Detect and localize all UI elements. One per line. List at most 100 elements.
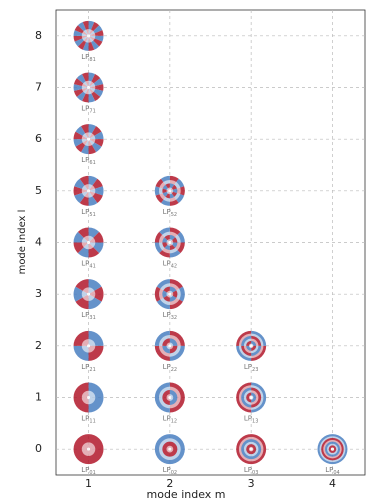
mode-pattern bbox=[155, 279, 185, 309]
mode-pattern bbox=[74, 176, 104, 206]
chart: mode index m mode index l 1234012345678L… bbox=[0, 0, 372, 503]
y-tick-label: 3 bbox=[35, 287, 42, 300]
y-tick-label: 7 bbox=[35, 81, 42, 94]
mode-label-base: LP bbox=[81, 105, 89, 113]
mode-label-sub: 03 bbox=[252, 470, 258, 476]
mode-label-base: LP bbox=[244, 415, 252, 423]
mode-label: LP02 bbox=[163, 466, 178, 476]
mode-label-sub: 51 bbox=[89, 211, 95, 217]
mode-label-base: LP bbox=[325, 466, 333, 474]
mode-center bbox=[87, 344, 90, 347]
mode-label-base: LP bbox=[81, 260, 89, 268]
mode-label-base: LP bbox=[163, 415, 171, 423]
x-tick-label: 3 bbox=[248, 477, 255, 490]
mode-pattern bbox=[155, 331, 185, 361]
mode-label: LP04 bbox=[325, 466, 340, 476]
mode-center bbox=[168, 344, 171, 347]
mode-pattern bbox=[317, 434, 347, 464]
mode-label: LP32 bbox=[163, 311, 178, 321]
mode-label: LP41 bbox=[81, 260, 96, 270]
mode-label-base: LP bbox=[163, 466, 171, 474]
mode-center bbox=[168, 293, 171, 296]
mode-label-sub: 02 bbox=[171, 470, 177, 476]
mode-label: LP42 bbox=[163, 260, 178, 270]
mode-label: LP21 bbox=[81, 363, 96, 373]
y-tick-label: 5 bbox=[35, 184, 42, 197]
mode-center bbox=[168, 396, 171, 399]
mode-label: LP71 bbox=[81, 105, 96, 115]
mode-label-base: LP bbox=[81, 363, 89, 371]
mode-label: LP12 bbox=[163, 415, 178, 425]
mode-center bbox=[331, 448, 334, 451]
mode-center bbox=[250, 448, 253, 451]
mode-label: LP11 bbox=[81, 415, 96, 425]
mode-label-base: LP bbox=[81, 466, 89, 474]
mode-pattern bbox=[236, 434, 266, 464]
y-axis-label: mode index l bbox=[17, 210, 28, 275]
mode-label-sub: 22 bbox=[171, 366, 177, 372]
x-tick-label: 1 bbox=[85, 477, 92, 490]
mode-label-base: LP bbox=[244, 363, 252, 371]
x-tick-label: 4 bbox=[329, 477, 336, 490]
mode-center bbox=[87, 293, 90, 296]
mode-label: LP81 bbox=[81, 53, 96, 63]
mode-label: LP31 bbox=[81, 311, 96, 321]
mode-label-sub: 13 bbox=[252, 418, 258, 424]
mode-pattern bbox=[74, 228, 104, 258]
mode-center bbox=[87, 138, 90, 141]
mode-label: LP52 bbox=[163, 208, 178, 218]
mode-pattern bbox=[74, 73, 104, 103]
mode-label-sub: 42 bbox=[171, 263, 177, 269]
mode-label-sub: 04 bbox=[333, 470, 339, 476]
mode-label-sub: 23 bbox=[252, 366, 258, 372]
mode-label-base: LP bbox=[163, 208, 171, 216]
mode-center bbox=[250, 344, 253, 347]
mode-label-sub: 81 bbox=[89, 56, 95, 62]
mode-center bbox=[87, 34, 90, 37]
mode-label: LP22 bbox=[163, 363, 178, 373]
x-tick-label: 2 bbox=[166, 477, 173, 490]
y-tick-label: 8 bbox=[35, 29, 42, 42]
mode-label: LP03 bbox=[244, 466, 259, 476]
mode-label-sub: 52 bbox=[171, 211, 177, 217]
mode-center bbox=[168, 241, 171, 244]
mode-center bbox=[87, 86, 90, 89]
mode-label-base: LP bbox=[163, 260, 171, 268]
mode-label-sub: 31 bbox=[89, 315, 95, 321]
mode-pattern bbox=[155, 228, 185, 258]
mode-pattern bbox=[155, 434, 185, 464]
mode-pattern bbox=[236, 331, 266, 361]
y-tick-label: 4 bbox=[35, 236, 42, 249]
mode-label: LP01 bbox=[81, 466, 96, 476]
y-tick-label: 2 bbox=[35, 339, 42, 352]
mode-pattern bbox=[74, 331, 104, 361]
mode-center bbox=[87, 396, 90, 399]
mode-pattern bbox=[74, 279, 104, 309]
mode-center bbox=[87, 448, 90, 451]
mode-label-sub: 32 bbox=[171, 315, 177, 321]
mode-pattern bbox=[74, 434, 104, 464]
mode-pattern bbox=[74, 21, 104, 51]
mode-label-base: LP bbox=[81, 415, 89, 423]
mode-label-sub: 21 bbox=[89, 366, 95, 372]
mode-pattern bbox=[155, 383, 185, 413]
mode-label-base: LP bbox=[163, 311, 171, 319]
mode-label: LP23 bbox=[244, 363, 259, 373]
x-axis-label: mode index m bbox=[147, 488, 226, 501]
mode-pattern bbox=[155, 176, 185, 206]
mode-center bbox=[87, 189, 90, 192]
mode-pattern bbox=[74, 124, 104, 154]
mode-center bbox=[168, 189, 171, 192]
mode-label-base: LP bbox=[81, 53, 89, 61]
mode-label-sub: 41 bbox=[89, 263, 95, 269]
mode-label-sub: 12 bbox=[171, 418, 177, 424]
mode-label-sub: 61 bbox=[89, 160, 95, 166]
mode-label-base: LP bbox=[81, 208, 89, 216]
mode-label-base: LP bbox=[81, 311, 89, 319]
mode-label: LP61 bbox=[81, 156, 96, 166]
mode-center bbox=[168, 448, 171, 451]
y-tick-label: 0 bbox=[35, 442, 42, 455]
mode-label: LP51 bbox=[81, 208, 96, 218]
mode-label-base: LP bbox=[81, 156, 89, 164]
mode-center bbox=[250, 396, 253, 399]
